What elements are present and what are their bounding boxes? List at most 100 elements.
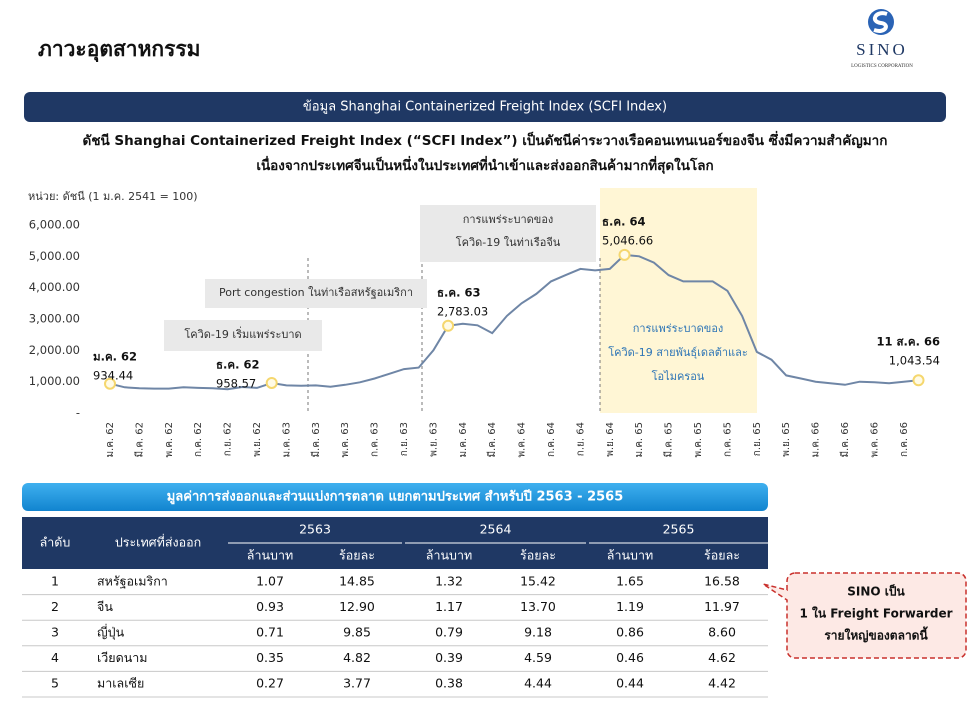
x-tick-label: ม.ค. 63 — [281, 422, 292, 458]
table-cell: 4.44 — [524, 676, 552, 691]
highlight-marker — [618, 248, 631, 261]
value-label: 934.44 — [93, 369, 133, 383]
banner — [24, 92, 946, 122]
table-header-year: 2563 — [299, 522, 331, 537]
value-label: 2,783.03 — [437, 305, 488, 319]
annotation-text: โควิด-19 ในท่าเรือจีน — [456, 235, 561, 249]
table-cell: 15.42 — [520, 573, 556, 588]
table-cell: 1.07 — [256, 573, 284, 588]
annotation-text: Port congestion ในท่าเรือสหรัฐอเมริกา — [219, 286, 413, 299]
table-cell: 16.58 — [704, 573, 740, 588]
table-header: ลำดับ — [40, 535, 71, 550]
x-tick-label: พ.ย. 64 — [605, 422, 616, 457]
x-tick-label: ม.ค. 65 — [634, 422, 645, 458]
point-date: 11 ส.ค. 66 — [877, 335, 940, 349]
point-date: ธ.ค. 64 — [602, 215, 645, 229]
unit-label: หน่วย: ดัชนี (1 ม.ค. 2541 = 100) — [28, 190, 198, 203]
y-tick-label: 2,000.00 — [29, 343, 80, 357]
table-subheader: ร้อยละ — [520, 548, 556, 563]
y-tick-label: 4,000.00 — [29, 280, 80, 294]
highlight-marker — [912, 374, 925, 387]
callout-text: SINO เป็น — [847, 584, 905, 599]
table-cell: 8.60 — [708, 625, 736, 640]
table-cell: จีน — [97, 599, 113, 614]
table-cell: 0.35 — [256, 650, 284, 665]
x-tick-label: พ.ค. 64 — [517, 422, 528, 458]
table-cell: 1.65 — [616, 573, 644, 588]
table-cell: 0.86 — [616, 625, 644, 640]
annotation-text: การแพร่ระบาดของ — [633, 322, 724, 335]
table-cell: 1.32 — [435, 573, 463, 588]
table-subheader: ร้อยละ — [339, 548, 375, 563]
x-tick-label: ก.ค. 64 — [546, 422, 557, 457]
banner-text: ข้อมูล Shanghai Containerized Freight In… — [303, 100, 667, 115]
table-header-year: 2564 — [480, 522, 512, 537]
x-tick-label: ก.ย. 64 — [575, 422, 586, 456]
table-cell: 1 — [51, 573, 59, 588]
table-cell: 11.97 — [704, 599, 740, 614]
page-title: ภาวะอุตสาหกรรม — [38, 37, 201, 63]
value-label: 5,046.66 — [602, 234, 653, 248]
logo-swirl — [872, 11, 888, 33]
highlight-period — [600, 188, 757, 413]
x-tick-label: ก.ค. 66 — [899, 422, 910, 457]
x-tick-label: พ.ค. 66 — [869, 422, 880, 458]
y-tick-label: 6,000.00 — [29, 218, 80, 232]
x-tick-label: ก.ย. 63 — [399, 422, 410, 456]
y-tick-label: 3,000.00 — [29, 312, 80, 326]
x-tick-label: ก.ย. 65 — [752, 422, 763, 456]
annotation-text: โอไมครอน — [652, 369, 705, 383]
x-tick-label: มี.ค. 62 — [133, 422, 145, 458]
x-tick-label: พ.ค. 63 — [340, 422, 351, 458]
annotation-text: โควิด-19 เริ่มแพร่ระบาด — [184, 326, 301, 341]
annotation-box — [420, 205, 596, 262]
annotation-text: การแพร่ระบาดของ — [463, 213, 554, 226]
index-line — [109, 253, 919, 391]
x-tick-label: มี.ค. 66 — [839, 422, 851, 458]
x-tick-label: ก.ย. 62 — [223, 422, 234, 456]
point-date: ม.ค. 62 — [93, 350, 137, 364]
annotation-box — [164, 320, 322, 351]
x-tick-label: ก.ค. 62 — [193, 422, 204, 457]
table-banner — [22, 483, 768, 511]
table: ลำดับ ประเทศที่ส่งออก 2563 ล้านบาท ร้อยละ 256… — [22, 517, 768, 698]
table-subheader: ล้านบาท — [426, 548, 472, 563]
table-cell: ญี่ปุ่น — [97, 624, 125, 641]
highlight-marker — [104, 377, 116, 390]
table-cell: 14.85 — [339, 573, 375, 588]
table-subheader: ล้านบาท — [607, 548, 653, 563]
value-label: 958.57 — [216, 377, 256, 391]
table-cell: 0.44 — [616, 676, 644, 691]
table-subheader: ล้านบาท — [247, 548, 293, 563]
table-cell: 0.93 — [256, 599, 284, 614]
table-cell: 4.82 — [343, 650, 371, 665]
table-cell: 9.18 — [524, 625, 552, 640]
point-date: ธ.ค. 63 — [437, 286, 480, 300]
table-cell: 0.27 — [256, 676, 284, 691]
x-tick-label: ก.ค. 65 — [722, 422, 733, 457]
callout-text: 1 ใน Freight Forwarder — [799, 606, 952, 621]
point-date: ธ.ค. 62 — [216, 358, 259, 372]
x-tick-label: พ.ย. 63 — [428, 422, 439, 457]
table-cell: 2 — [51, 599, 59, 614]
table-subheader: ร้อยละ — [704, 548, 740, 563]
annotation-box — [205, 279, 427, 308]
y-tick-label: 1,000.00 — [29, 374, 80, 388]
table-cell: 13.70 — [520, 599, 556, 614]
table-cell: 0.71 — [256, 625, 284, 640]
table-cell: เวียดนาม — [97, 650, 148, 665]
table-cell: 5 — [51, 676, 59, 691]
table-cell: 4.42 — [708, 676, 736, 691]
table-cell: 0.39 — [435, 650, 463, 665]
callout-box — [762, 572, 967, 659]
logo-text: SINO — [856, 40, 908, 59]
table-cell: 3.77 — [343, 676, 371, 691]
table-cell: มาเลเซีย — [97, 676, 144, 691]
table-cell: 9.85 — [343, 625, 371, 640]
table-cell: 0.79 — [435, 625, 463, 640]
value-label: 1,043.54 — [889, 354, 940, 368]
table-cell: 0.38 — [435, 676, 463, 691]
x-tick-label: ม.ค. 62 — [105, 422, 116, 458]
